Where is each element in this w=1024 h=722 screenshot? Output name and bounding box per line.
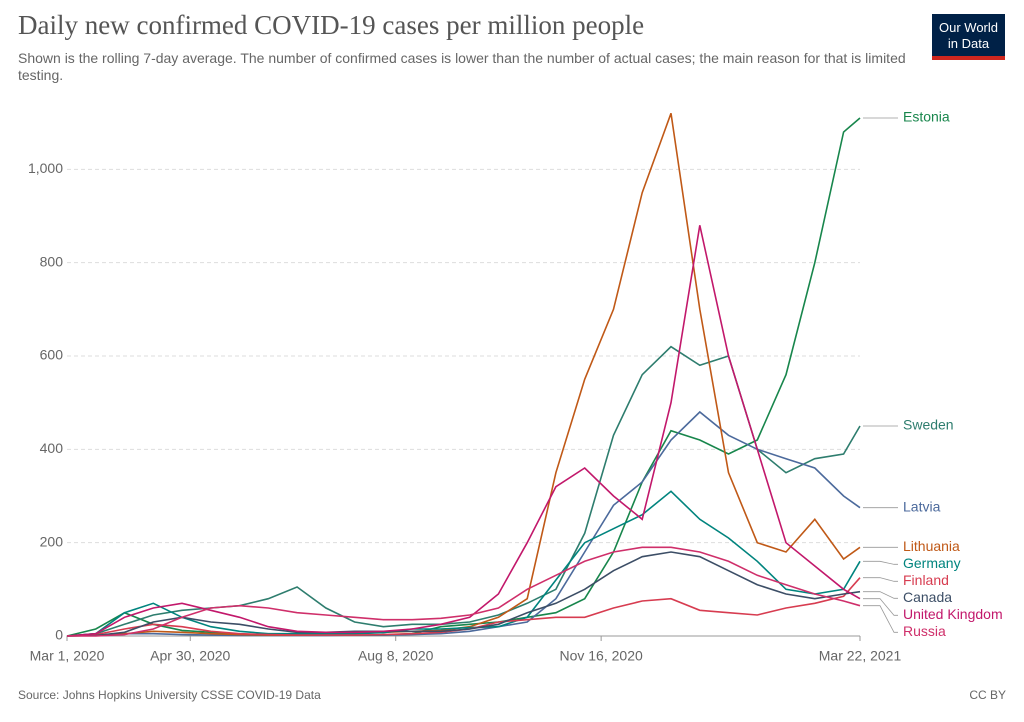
label-connector — [863, 577, 898, 582]
logo-text: in Data — [947, 36, 990, 51]
legend-label: Sweden — [903, 417, 954, 433]
legend-label: Latvia — [903, 498, 941, 514]
legend-label: Lithuania — [903, 538, 960, 554]
series-line — [66, 551, 861, 637]
series-line — [66, 410, 861, 637]
x-tick-label: Mar 22, 2021 — [819, 648, 902, 664]
series-line — [66, 490, 861, 637]
legend-label: Finland — [903, 572, 949, 588]
legend-label: Russia — [903, 623, 946, 639]
label-connector — [863, 591, 898, 599]
legend-label: United Kingdom — [903, 606, 1003, 622]
label-connector — [863, 560, 898, 565]
label-connector — [863, 605, 898, 633]
x-tick-label: Mar 1, 2020 — [30, 648, 105, 664]
logo[interactable]: Our World in Data — [932, 14, 1005, 60]
chart-title: Daily new confirmed COVID-19 cases per m… — [18, 10, 645, 40]
chart-subtitle: Shown is the rolling 7-day average. The … — [18, 50, 906, 83]
legend-label: Germany — [903, 555, 961, 571]
y-tick-label: 0 — [55, 627, 63, 643]
series-line — [66, 117, 861, 637]
license: CC BY — [969, 688, 1006, 702]
series-line — [66, 225, 861, 637]
logo-text: Our World — [939, 20, 998, 35]
y-tick-label: 600 — [40, 347, 64, 363]
y-tick-label: 200 — [40, 533, 64, 549]
series-line — [66, 113, 861, 637]
source: Source: Johns Hopkins University CSSE CO… — [18, 688, 321, 702]
x-tick-label: Apr 30, 2020 — [150, 648, 230, 664]
chart: 0 200 400 600 800 1,000 Mar 1, 2020 Apr 30, 202… — [28, 109, 1003, 664]
x-tick-label: Aug 8, 2020 — [358, 648, 434, 664]
y-tick-label: 400 — [40, 440, 64, 456]
y-tick-label: 800 — [40, 253, 64, 269]
series-line — [66, 345, 861, 637]
legend-label: Estonia — [903, 109, 950, 125]
x-tick-label: Nov 16, 2020 — [559, 648, 642, 664]
legend-label: Canada — [903, 589, 952, 605]
series-line — [67, 546, 861, 637]
y-tick-label: 1,000 — [28, 160, 63, 176]
label-connector — [863, 598, 898, 616]
